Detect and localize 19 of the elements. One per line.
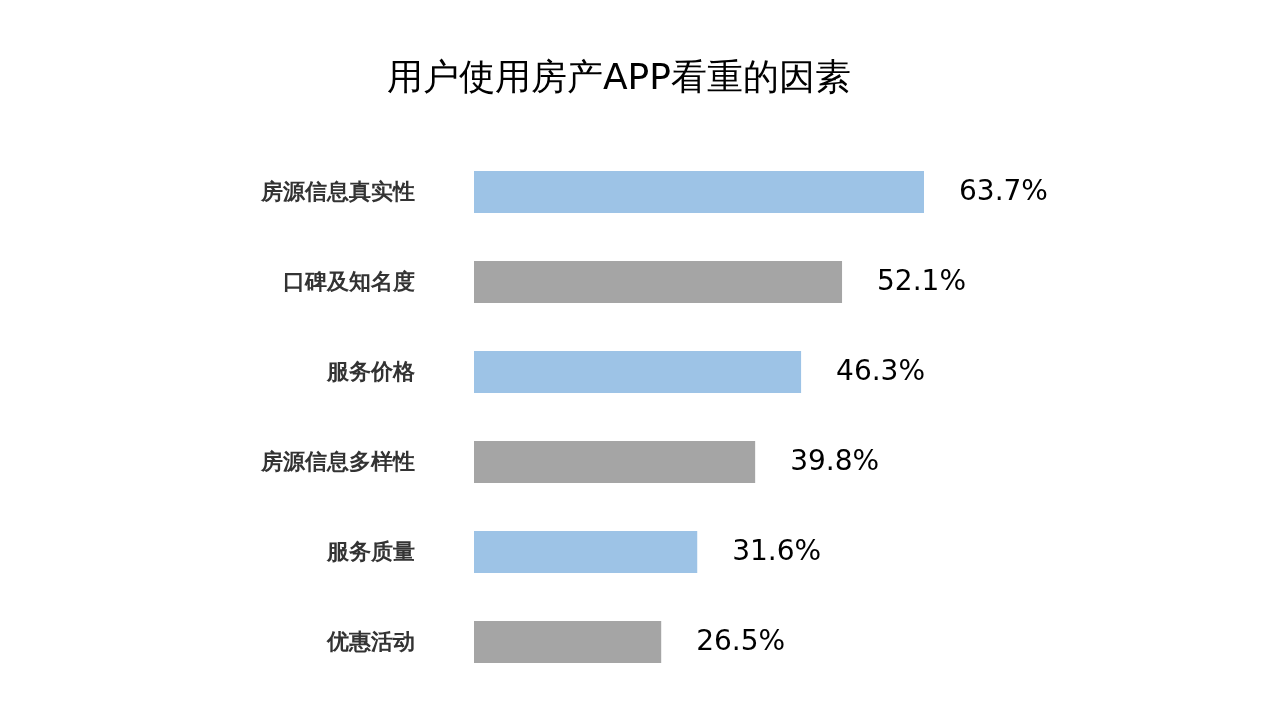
- data-label: 26.5%: [696, 624, 786, 657]
- bar: [474, 621, 662, 663]
- data-label: 31.6%: [732, 534, 822, 567]
- y-tick-label: 口碑及知名度: [282, 269, 415, 294]
- data-label: 46.3%: [836, 354, 926, 387]
- data-label: 39.8%: [790, 444, 880, 477]
- y-tick-label: 优惠活动: [325, 629, 415, 654]
- y-tick-label: 服务价格: [325, 359, 416, 384]
- bar: [474, 171, 924, 213]
- data-label: 63.7%: [959, 174, 1048, 207]
- chart-title: 用户使用房产APP看重的因素: [386, 56, 852, 97]
- y-tick-label: 房源信息多样性: [259, 449, 415, 474]
- bar: [474, 351, 802, 393]
- data-label: 52.1%: [877, 264, 967, 297]
- bar: [474, 261, 843, 303]
- bar: [474, 441, 756, 483]
- y-tick-label: 房源信息真实性: [259, 179, 415, 204]
- y-tick-label: 服务质量: [325, 539, 415, 564]
- bar: [474, 531, 698, 573]
